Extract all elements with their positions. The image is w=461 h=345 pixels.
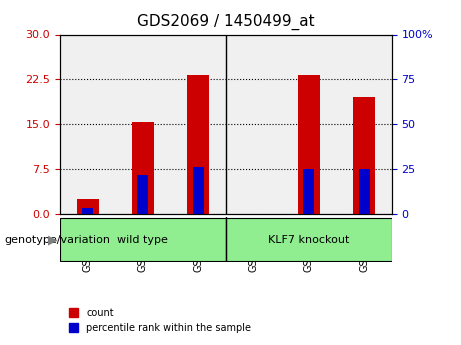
Bar xyxy=(137,175,148,214)
Bar xyxy=(353,97,375,214)
Bar xyxy=(298,75,320,214)
FancyBboxPatch shape xyxy=(226,218,392,261)
Text: GDS2069 / 1450499_at: GDS2069 / 1450499_at xyxy=(137,14,315,30)
Text: ▶: ▶ xyxy=(48,233,58,246)
FancyBboxPatch shape xyxy=(60,218,226,261)
Bar xyxy=(132,122,154,214)
Legend: count, percentile rank within the sample: count, percentile rank within the sample xyxy=(65,304,255,337)
Bar xyxy=(77,199,99,214)
Text: KLF7 knockout: KLF7 knockout xyxy=(268,235,349,245)
Text: genotype/variation: genotype/variation xyxy=(5,235,111,245)
Bar xyxy=(82,208,93,214)
Bar xyxy=(187,75,209,214)
Bar xyxy=(193,167,204,214)
Text: wild type: wild type xyxy=(118,235,168,245)
Bar xyxy=(303,169,314,214)
Bar xyxy=(359,169,370,214)
